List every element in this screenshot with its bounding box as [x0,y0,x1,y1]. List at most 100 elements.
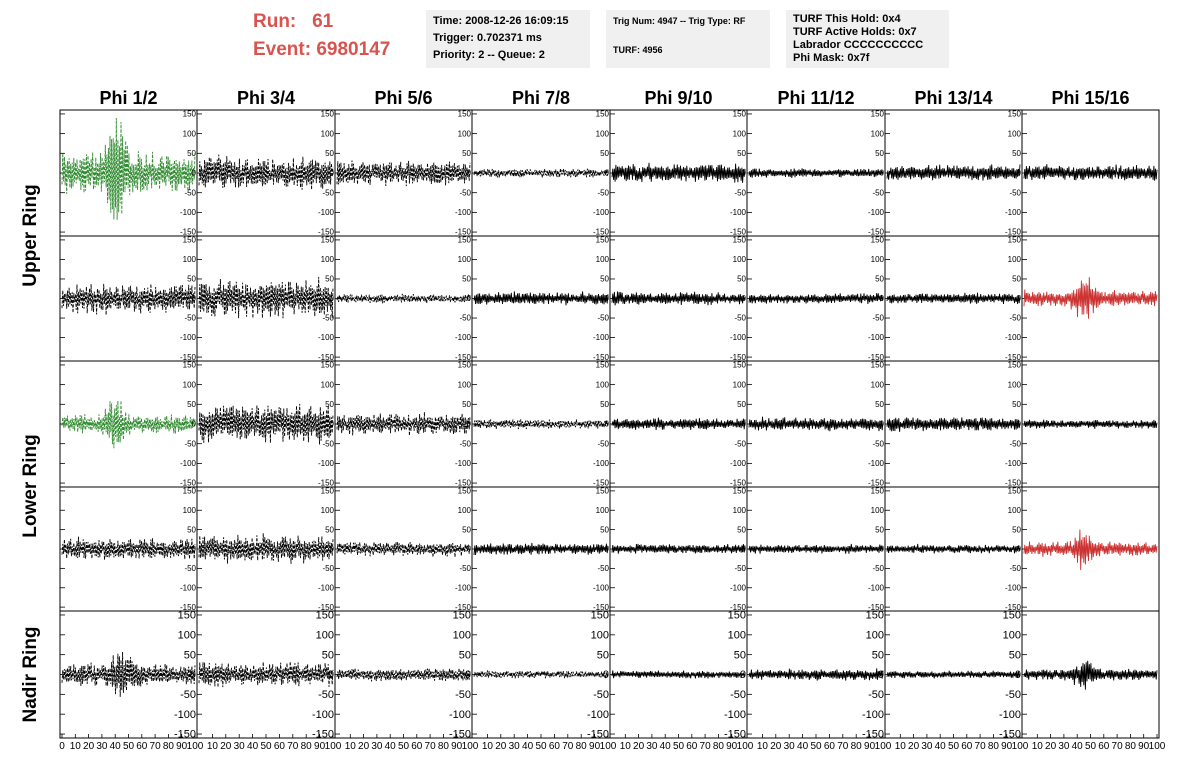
y-tick-label: -100 [312,709,334,721]
y-tick-label: 100 [1008,506,1022,515]
y-tick-label: 0 [465,669,471,681]
y-tick-label: -150 [312,729,334,741]
run-value: 61 [312,11,334,32]
y-tick-label: 100 [1008,129,1022,138]
row-label-3: Nadir Ring [20,626,41,722]
y-tick-label: -50 [1009,564,1021,573]
y-tick-label: 0 [330,545,335,554]
waveform-r1-c1 [61,117,196,220]
x-tick-label: 70 [425,741,437,752]
y-tick-label: -100 [862,709,884,721]
x-tick-label: 100 [1012,741,1029,752]
y-tick-label: 0 [740,669,746,681]
y-tick-label: 100 [596,380,610,389]
y-tick-label: -150 [593,603,610,612]
y-tick-label: 150 [1003,610,1021,622]
y-tick-label: -50 [184,439,196,448]
x-tick-label: 50 [1085,741,1097,752]
y-tick-label: 150 [866,610,884,622]
y-tick-label: 50 [1012,149,1021,158]
row-label-2: Lower Ring [20,434,41,537]
column-header-2: Phi 3/4 [237,88,295,108]
y-tick-label: -150 [730,479,747,488]
y-tick-label: 100 [458,129,472,138]
y-tick-label: 150 [316,610,334,622]
waveform-r4-c6 [748,543,884,554]
y-tick-label: 150 [458,361,472,370]
x-tick-label: 20 [358,741,370,752]
y-tick-label: 150 [458,236,472,245]
y-tick-label: 0 [605,169,610,178]
y-tick-label: 150 [1008,361,1022,370]
x-tick-label: 30 [371,741,383,752]
y-tick-label: -50 [1005,689,1021,701]
x-tick-label: 90 [589,741,601,752]
x-tick-label: 30 [234,741,246,752]
y-tick-label: -100 [730,459,747,468]
x-tick-label: 50 [948,741,960,752]
waveform-r5-c4 [473,670,609,679]
x-tick-label: 20 [220,741,232,752]
y-tick-label: -100 [174,709,196,721]
x-tick-label: 80 [576,741,588,752]
x-tick-label: 100 [600,741,617,752]
event-label: Event: [253,39,312,60]
x-tick-label: 50 [260,741,272,752]
turf-hold-text: TURF This Hold: 0x4 [793,13,901,25]
y-tick-label: -50 [734,188,746,197]
y-tick-label: 0 [880,169,885,178]
y-tick-label: -150 [455,479,472,488]
y-tick-label: -150 [455,353,472,362]
waveform-r5-c8 [1023,660,1158,690]
waveform-r3-c2 [198,403,334,445]
y-tick-label: 0 [603,669,609,681]
column-header-1: Phi 1/2 [99,88,157,108]
y-tick-label: -50 [322,439,334,448]
y-tick-label: -150 [730,228,747,237]
y-tick-label: 100 [596,255,610,264]
x-tick-label: 20 [495,741,507,752]
y-tick-label: 100 [178,629,196,641]
y-tick-label: -50 [1009,188,1021,197]
x-tick-label: 30 [646,741,658,752]
y-tick-label: 100 [183,255,197,264]
y-tick-label: -100 [180,583,197,592]
x-tick-label: 10 [70,741,82,752]
y-tick-label: 150 [183,110,197,119]
x-tick-label: 60 [961,741,973,752]
y-tick-label: 150 [871,487,885,496]
y-tick-label: -50 [180,689,196,701]
y-tick-label: -50 [459,188,471,197]
labrador-text: Labrador CCCCCCCCCC [793,39,924,51]
y-tick-label: 0 [190,669,196,681]
y-tick-label: 50 [1009,649,1021,661]
y-tick-label: 0 [330,169,335,178]
y-tick-label: 0 [605,420,610,429]
y-tick-label: 100 [1008,380,1022,389]
y-tick-label: 100 [596,129,610,138]
y-tick-label: -150 [868,228,885,237]
x-tick-label: 10 [620,741,632,752]
x-tick-label: 100 [737,741,754,752]
y-tick-label: -150 [868,479,885,488]
x-tick-label: 30 [921,741,933,752]
waveform-r1-c4 [473,168,609,178]
y-tick-label: 100 [321,506,335,515]
y-tick-label: -100 [587,709,609,721]
y-tick-label: 0 [192,545,197,554]
x-tick-label: 60 [136,741,148,752]
y-tick-label: -150 [593,353,610,362]
y-tick-label: -50 [459,439,471,448]
x-tick-label: 70 [975,741,987,752]
waveform-r5-c3 [336,668,471,682]
waveform-r5-c5 [611,670,746,679]
y-tick-label: 0 [880,294,885,303]
y-tick-label: 100 [453,629,471,641]
time-text: Time: 2008-12-26 16:09:15 [433,15,569,27]
y-tick-label: -50 [322,188,334,197]
y-tick-label: -50 [872,564,884,573]
y-tick-label: 0 [878,669,884,681]
y-tick-label: 150 [183,361,197,370]
x-tick-label: 40 [247,741,259,752]
y-tick-label: 50 [737,149,746,158]
